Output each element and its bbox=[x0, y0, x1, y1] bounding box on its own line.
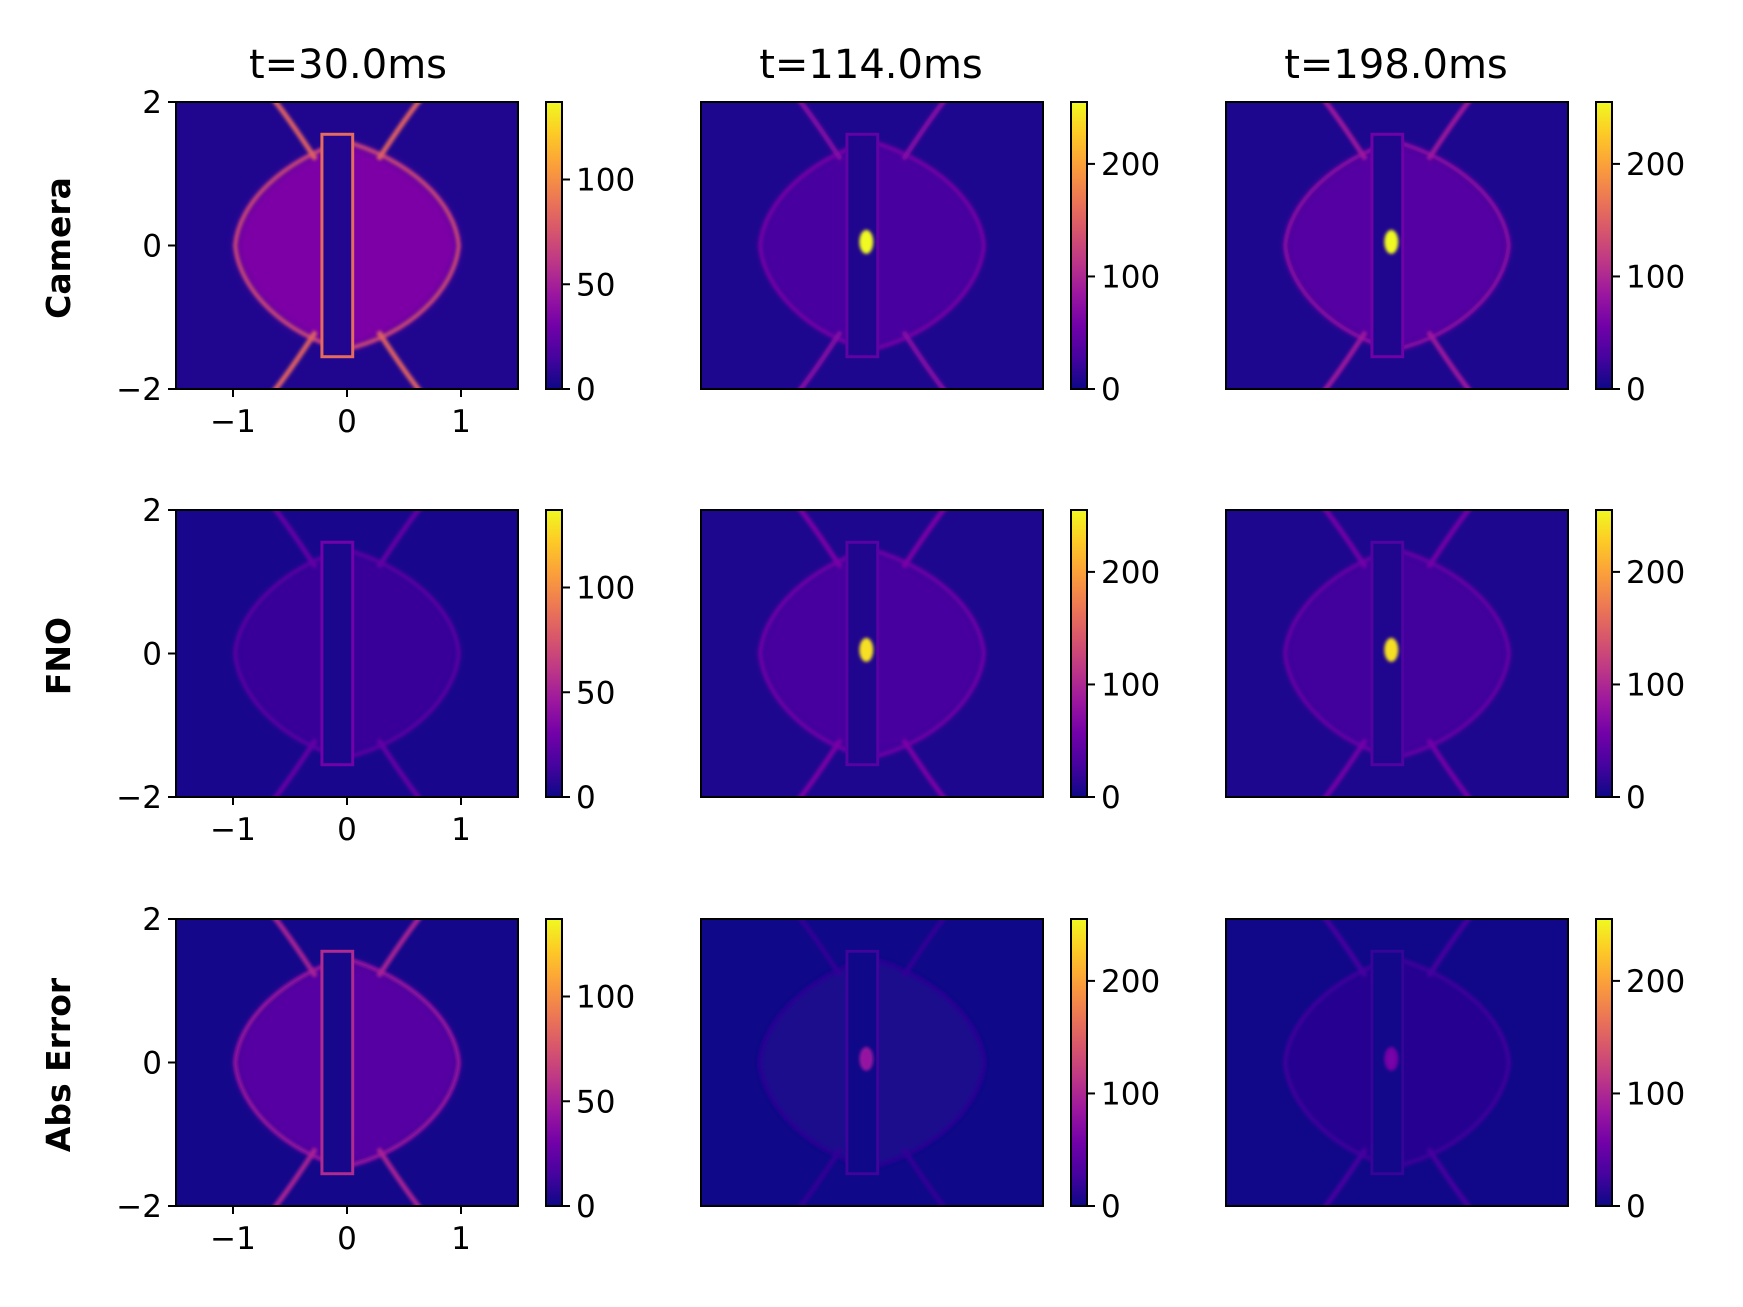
row-label-1: FNO bbox=[39, 617, 78, 695]
y-tick-label: 2 bbox=[142, 902, 162, 938]
hotspot-core bbox=[1388, 1051, 1395, 1066]
colorbar-tick-label: 0 bbox=[1101, 1189, 1121, 1225]
colorbar-tick-label: 200 bbox=[1626, 555, 1685, 591]
colorbar-tick-label: 0 bbox=[1101, 780, 1121, 816]
colorbar bbox=[1595, 101, 1613, 390]
colorbar bbox=[545, 509, 563, 798]
colorbar bbox=[545, 101, 563, 390]
axes-frame bbox=[700, 509, 1044, 798]
colorbar-tick-label: 200 bbox=[1626, 147, 1685, 183]
axes-frame bbox=[700, 101, 1044, 390]
colorbar bbox=[1595, 918, 1613, 1207]
colorbar-tick-label: 100 bbox=[1626, 1076, 1685, 1112]
colorbar-tick-label: 0 bbox=[576, 1189, 596, 1225]
x-tick-label: −1 bbox=[210, 404, 256, 440]
axes-frame bbox=[1225, 509, 1569, 798]
colorbar-tick-label: 200 bbox=[1101, 147, 1160, 183]
colorbar-tick-label: 100 bbox=[1101, 667, 1160, 703]
x-tick-label: −1 bbox=[210, 812, 256, 848]
y-tick-label: −2 bbox=[116, 372, 162, 408]
x-tick-label: 1 bbox=[451, 1221, 471, 1257]
panel-0-2: 0 100 200 bbox=[1225, 101, 1685, 408]
panel-1-1: 0 100 200 bbox=[700, 509, 1160, 816]
panel-0-1: 0 100 200 bbox=[700, 101, 1160, 408]
colorbar-tick-label: 100 bbox=[1101, 259, 1160, 295]
colorbar-tick-label: 0 bbox=[1626, 780, 1646, 816]
center-column bbox=[320, 132, 355, 359]
axes-frame bbox=[700, 918, 1044, 1207]
panel-2-1: 0 100 200 bbox=[700, 918, 1160, 1225]
panel-1-2: 0 100 200 bbox=[1225, 509, 1685, 816]
x-tick-label: 1 bbox=[451, 404, 471, 440]
hotspot-core bbox=[863, 642, 870, 657]
colorbar-tick-label: 0 bbox=[1626, 1189, 1646, 1225]
colorbar bbox=[1070, 918, 1088, 1207]
column-title-1: t=114.0ms bbox=[759, 42, 983, 88]
y-tick-label: −2 bbox=[116, 1189, 162, 1225]
colorbar bbox=[1070, 509, 1088, 798]
colorbar bbox=[1595, 509, 1613, 798]
axes-frame bbox=[1225, 101, 1569, 390]
colorbar-tick-label: 100 bbox=[576, 163, 635, 199]
colorbar-tick-label: 200 bbox=[1626, 964, 1685, 1000]
colorbar-tick-label: 200 bbox=[1101, 964, 1160, 1000]
hotspot-core bbox=[863, 234, 870, 249]
colorbar-tick-label: 100 bbox=[1626, 667, 1685, 703]
y-tick-label: 2 bbox=[142, 85, 162, 121]
colorbar-tick-label: 100 bbox=[576, 571, 635, 607]
row-label-0: Camera bbox=[39, 177, 78, 319]
axes-frame bbox=[1225, 918, 1569, 1207]
x-tick-label: 1 bbox=[451, 812, 471, 848]
colorbar-tick-label: 100 bbox=[1626, 259, 1685, 295]
hotspot-core bbox=[1388, 642, 1395, 657]
panel-1-0: −2 0 2 −1 0 1 0 50 100 bbox=[116, 493, 635, 848]
panel-2-0: −2 0 2 −1 0 1 0 50 100 bbox=[116, 902, 635, 1257]
colorbar-tick-label: 100 bbox=[576, 980, 635, 1016]
x-tick-label: 0 bbox=[337, 1221, 357, 1257]
y-tick-label: 2 bbox=[142, 493, 162, 529]
colorbar bbox=[1070, 101, 1088, 390]
colorbar-tick-label: 0 bbox=[1101, 372, 1121, 408]
colorbar-tick-label: 0 bbox=[576, 372, 596, 408]
y-tick-label: −2 bbox=[116, 780, 162, 816]
column-title-0: t=30.0ms bbox=[249, 42, 447, 88]
hotspot-core bbox=[1388, 234, 1395, 249]
colorbar-tick-label: 0 bbox=[1626, 372, 1646, 408]
x-tick-label: −1 bbox=[210, 1221, 256, 1257]
y-tick-label: 0 bbox=[142, 637, 162, 673]
y-tick-label: 0 bbox=[142, 1046, 162, 1082]
hotspot-core bbox=[863, 1051, 870, 1066]
panel-0-0: −2 0 2 −1 0 1 0 50 100 bbox=[116, 85, 635, 440]
y-tick-label: 0 bbox=[142, 229, 162, 265]
center-column bbox=[320, 949, 355, 1176]
panel-2-2: 0 100 200 bbox=[1225, 918, 1685, 1225]
x-tick-label: 0 bbox=[337, 812, 357, 848]
row-label-2: Abs Error bbox=[39, 977, 78, 1152]
center-column bbox=[320, 540, 355, 767]
colorbar-tick-label: 50 bbox=[576, 675, 615, 711]
column-title-2: t=198.0ms bbox=[1284, 42, 1508, 88]
colorbar-tick-label: 50 bbox=[576, 1084, 615, 1120]
x-tick-label: 0 bbox=[337, 404, 357, 440]
colorbar bbox=[545, 918, 563, 1207]
colorbar-tick-label: 0 bbox=[576, 780, 596, 816]
colorbar-tick-label: 100 bbox=[1101, 1076, 1160, 1112]
colorbar-tick-label: 50 bbox=[576, 267, 615, 303]
colorbar-tick-label: 200 bbox=[1101, 555, 1160, 591]
